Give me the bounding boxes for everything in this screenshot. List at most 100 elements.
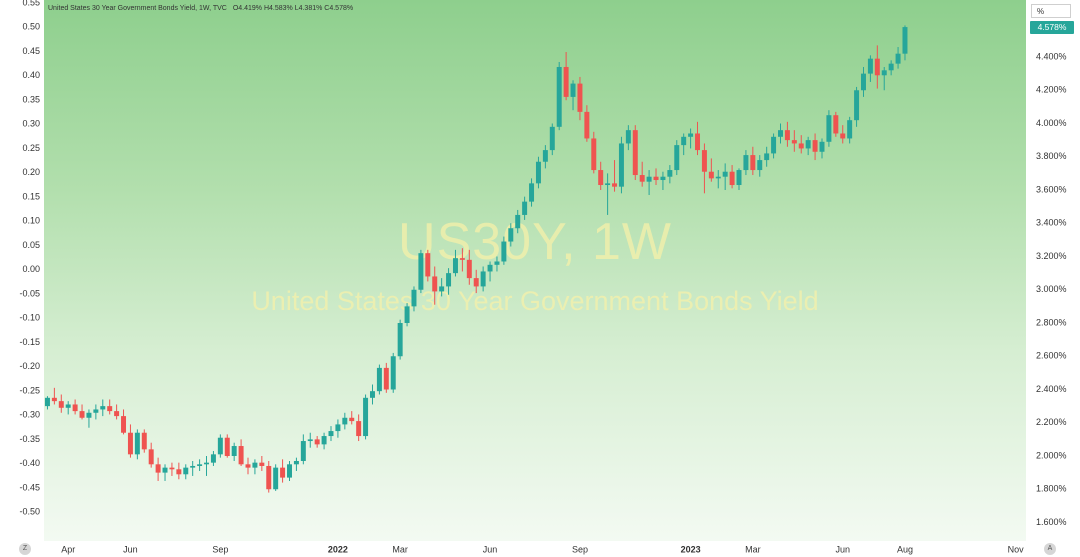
left-tick-label: 0.50	[22, 22, 40, 32]
candle	[273, 464, 279, 491]
x-tick-label: Aug	[897, 544, 913, 554]
candle-body	[204, 462, 210, 465]
candle	[100, 399, 106, 417]
candle-body	[72, 404, 78, 412]
candle	[764, 146, 770, 167]
candle-body	[280, 467, 286, 478]
candle-body	[452, 258, 458, 274]
candle	[826, 110, 832, 147]
candle-body	[681, 136, 687, 146]
candle	[750, 146, 756, 176]
candle-body	[349, 417, 355, 422]
candle	[287, 460, 292, 481]
candle	[473, 269, 479, 294]
x-tick-label: Jun	[835, 544, 850, 554]
candle-body	[618, 143, 624, 187]
candle-body	[653, 176, 659, 181]
candle-body	[487, 264, 493, 272]
candle	[535, 156, 541, 189]
candle-body	[736, 170, 742, 186]
candle	[369, 384, 375, 405]
candle	[743, 150, 749, 176]
zoom-button[interactable]: Z	[19, 543, 31, 555]
candle	[487, 261, 493, 282]
candle	[577, 76, 583, 121]
candle	[183, 464, 189, 480]
candle-body	[127, 432, 133, 455]
candle	[328, 426, 334, 442]
candle-body	[210, 454, 216, 463]
candle	[847, 116, 853, 144]
ohlc-readout: O4.419% H4.583% L4.381% C4.578%	[232, 5, 354, 12]
candle	[148, 442, 154, 468]
left-tick-label: -0.10	[19, 313, 40, 323]
candles-layer	[44, 25, 908, 493]
candle	[625, 125, 631, 151]
candle	[197, 459, 203, 471]
candle-body	[155, 464, 161, 473]
candle	[169, 462, 175, 476]
candle-body	[577, 83, 583, 112]
candle-body	[252, 462, 258, 468]
candle	[162, 464, 168, 481]
right-axis: 4.400% 4.200% 4.000% 3.800% 3.600% 3.400% 3.20…	[1036, 51, 1067, 527]
candle	[584, 105, 590, 142]
candle	[65, 401, 71, 415]
candle	[121, 409, 127, 435]
candle	[508, 223, 514, 247]
candle	[210, 451, 216, 466]
candle-body	[902, 27, 908, 54]
price-unit-selector[interactable]: %	[1031, 4, 1071, 18]
candle-body	[190, 465, 196, 468]
candle	[542, 145, 548, 169]
candle-body	[784, 130, 790, 141]
candle-body	[224, 437, 230, 456]
left-tick-label: -0.50	[19, 507, 40, 517]
candle	[342, 412, 348, 430]
candle-body	[612, 183, 618, 187]
candle	[349, 411, 355, 425]
candle-body	[183, 467, 189, 475]
candle	[854, 86, 860, 127]
candle-body	[259, 462, 265, 466]
left-tick-label: -0.25	[19, 385, 40, 395]
candle	[860, 66, 866, 97]
candle-body	[826, 115, 832, 142]
candle-body	[459, 258, 465, 260]
candle-body	[840, 133, 846, 139]
auto-scale-button[interactable]: A	[1044, 543, 1056, 555]
candle-body	[107, 406, 113, 412]
candle	[612, 160, 618, 192]
right-tick-label: 3.800%	[1036, 151, 1067, 161]
candle	[480, 266, 486, 292]
candle-body	[480, 271, 486, 287]
candle-body	[515, 214, 521, 229]
candle	[314, 436, 320, 448]
candle-body	[51, 397, 57, 402]
right-tick-label: 4.200%	[1036, 85, 1067, 95]
candle-body	[287, 464, 292, 478]
candle	[190, 460, 196, 476]
candle	[79, 404, 85, 420]
candle-body	[418, 253, 424, 290]
candle	[238, 439, 244, 466]
candle-body	[79, 411, 85, 418]
candle	[632, 125, 638, 181]
candle-body	[439, 286, 445, 292]
candle	[383, 362, 389, 393]
candle-body	[757, 160, 763, 171]
candle-body	[390, 356, 396, 390]
candle	[155, 457, 161, 481]
left-axis: 0.55 0.50 0.45 0.40 0.35 0.30 0.25 0.20 0.15 0.10…	[19, 0, 40, 517]
candle	[549, 123, 555, 156]
left-tick-label: 0.25	[22, 143, 40, 153]
candle	[459, 248, 465, 272]
candle	[529, 178, 535, 207]
candle	[141, 429, 147, 453]
candle	[93, 404, 99, 420]
right-tick-label: 2.600%	[1036, 351, 1067, 361]
left-tick-label: 0.20	[22, 167, 40, 177]
left-tick-label: 0.15	[22, 191, 40, 201]
